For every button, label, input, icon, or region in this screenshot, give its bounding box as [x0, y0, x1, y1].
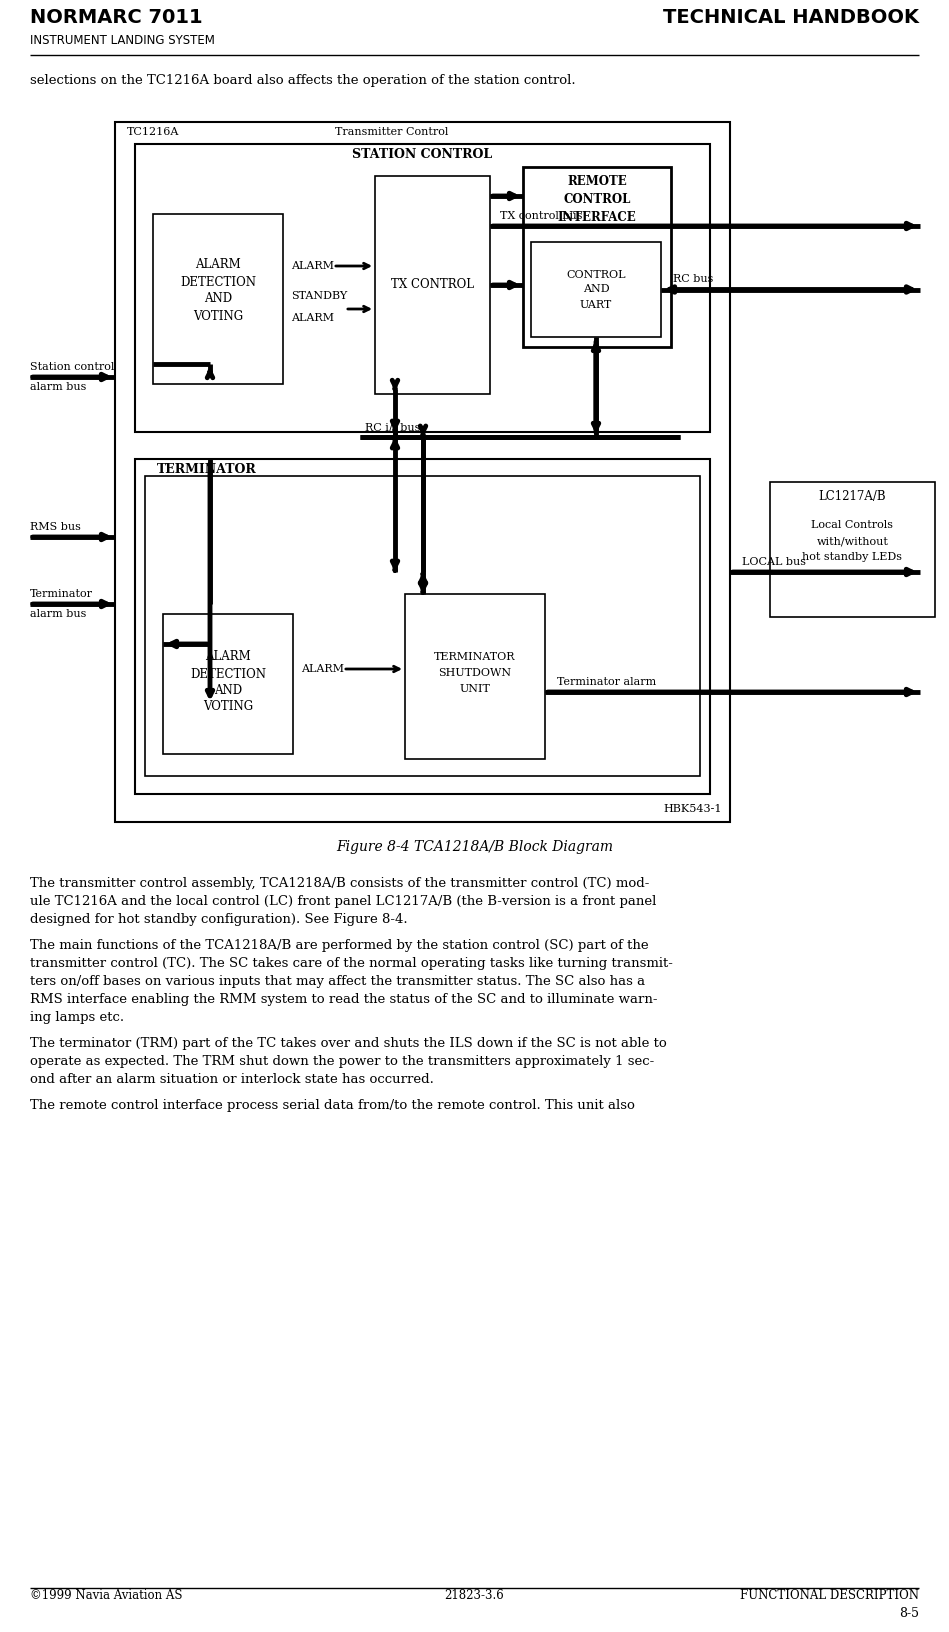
Text: RC bus: RC bus: [673, 274, 714, 284]
Text: Figure 8-4 TCA1218A/B Block Diagram: Figure 8-4 TCA1218A/B Block Diagram: [336, 840, 613, 854]
Text: ©1999 Navia Aviation AS: ©1999 Navia Aviation AS: [30, 1590, 182, 1603]
Text: selections on the TC1216A board also affects the operation of the station contro: selections on the TC1216A board also aff…: [30, 73, 576, 86]
Text: INTERFACE: INTERFACE: [558, 211, 637, 224]
Text: ond after an alarm situation or interlock state has occurred.: ond after an alarm situation or interloc…: [30, 1072, 434, 1085]
Text: TX CONTROL: TX CONTROL: [391, 279, 474, 292]
Text: Transmitter Control: Transmitter Control: [335, 127, 448, 137]
Text: The transmitter control assembly, TCA1218A/B consists of the transmitter control: The transmitter control assembly, TCA121…: [30, 876, 649, 889]
Text: UART: UART: [580, 300, 612, 310]
Text: ALARM: ALARM: [291, 261, 334, 271]
Text: NORMARC 7011: NORMARC 7011: [30, 8, 203, 28]
Text: ters on/off bases on various inputs that may affect the transmitter status. The : ters on/off bases on various inputs that…: [30, 974, 645, 987]
Text: UNIT: UNIT: [459, 684, 491, 694]
Text: ALARM: ALARM: [205, 650, 251, 663]
Text: hot standby LEDs: hot standby LEDs: [803, 552, 902, 561]
Text: 21823-3.6: 21823-3.6: [445, 1590, 504, 1603]
Text: STATION CONTROL: STATION CONTROL: [352, 149, 493, 162]
Text: transmitter control (TC). The SC takes care of the normal operating tasks like t: transmitter control (TC). The SC takes c…: [30, 956, 673, 969]
Text: RMS interface enabling the RMM system to read the status of the SC and to illumi: RMS interface enabling the RMM system to…: [30, 992, 658, 1005]
Text: FUNCTIONAL DESCRIPTION: FUNCTIONAL DESCRIPTION: [740, 1590, 919, 1603]
Text: AND: AND: [204, 292, 233, 305]
Text: SHUTDOWN: SHUTDOWN: [438, 667, 512, 677]
Text: with/without: with/without: [816, 535, 888, 547]
Bar: [405, 594, 545, 759]
Text: The main functions of the TCA1218A/B are performed by the station control (SC) p: The main functions of the TCA1218A/B are…: [30, 938, 648, 951]
Text: TC1216A: TC1216A: [127, 127, 179, 137]
Text: alarm bus: alarm bus: [30, 382, 86, 392]
Text: TX control bus: TX control bus: [500, 211, 583, 220]
Bar: [153, 214, 283, 384]
Bar: [145, 477, 700, 775]
Text: 8-5: 8-5: [899, 1608, 919, 1621]
Text: STANDBY: STANDBY: [291, 290, 347, 300]
Text: ing lamps etc.: ing lamps etc.: [30, 1010, 124, 1023]
Text: Terminator: Terminator: [30, 589, 93, 599]
Bar: [163, 614, 293, 754]
Text: AND: AND: [583, 284, 609, 294]
Text: DETECTION: DETECTION: [180, 276, 256, 289]
Text: LC1217A/B: LC1217A/B: [819, 490, 886, 503]
Text: The remote control interface process serial data from/to the remote control. Thi: The remote control interface process ser…: [30, 1098, 635, 1111]
Text: TERMINATOR: TERMINATOR: [157, 463, 257, 477]
Text: INSTRUMENT LANDING SYSTEM: INSTRUMENT LANDING SYSTEM: [30, 34, 214, 47]
Bar: [770, 481, 935, 617]
Bar: [531, 242, 661, 336]
Text: TERMINATOR: TERMINATOR: [435, 651, 515, 661]
Text: designed for hot standby configuration). See Figure 8-4.: designed for hot standby configuration).…: [30, 912, 408, 925]
Text: alarm bus: alarm bus: [30, 609, 86, 619]
Bar: [115, 122, 730, 823]
Text: AND: AND: [214, 684, 242, 697]
Bar: [375, 176, 490, 393]
Text: LOCAL bus: LOCAL bus: [742, 557, 806, 566]
Text: Local Controls: Local Controls: [811, 521, 894, 530]
Text: REMOTE: REMOTE: [568, 175, 627, 188]
Text: CONTROL: CONTROL: [564, 193, 631, 206]
Text: RC i/f bus: RC i/f bus: [365, 423, 420, 432]
Text: CONTROL: CONTROL: [567, 269, 625, 279]
Text: ALARM: ALARM: [195, 258, 241, 271]
Text: ALARM: ALARM: [301, 664, 344, 674]
Text: Station control: Station control: [30, 362, 115, 372]
Bar: [135, 144, 710, 432]
Text: ALARM: ALARM: [291, 313, 334, 323]
Text: RMS bus: RMS bus: [30, 522, 81, 532]
Text: DETECTION: DETECTION: [190, 667, 266, 681]
Text: TECHNICAL HANDBOOK: TECHNICAL HANDBOOK: [663, 8, 919, 28]
Text: operate as expected. The TRM shut down the power to the transmitters approximate: operate as expected. The TRM shut down t…: [30, 1054, 654, 1067]
Text: The terminator (TRM) part of the TC takes over and shuts the ILS down if the SC : The terminator (TRM) part of the TC take…: [30, 1036, 667, 1049]
Bar: [523, 166, 671, 348]
Text: VOTING: VOTING: [203, 700, 253, 713]
Text: ule TC1216A and the local control (LC) front panel LC1217A/B (the B-version is a: ule TC1216A and the local control (LC) f…: [30, 894, 657, 907]
Bar: [135, 459, 710, 795]
Text: Terminator alarm: Terminator alarm: [557, 677, 657, 687]
Text: VOTING: VOTING: [193, 310, 243, 323]
Text: HBK543-1: HBK543-1: [663, 805, 722, 814]
